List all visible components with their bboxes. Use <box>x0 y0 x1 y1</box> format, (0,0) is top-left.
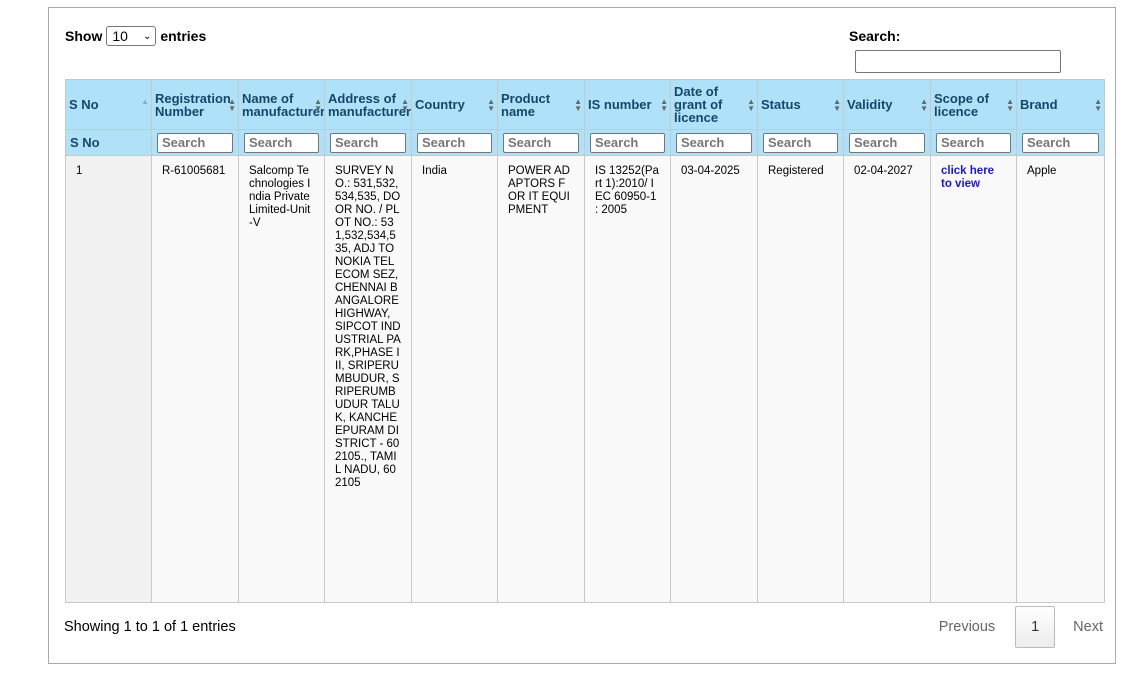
table-cell-address: SURVEY NO.: 531,532,534,535, DOOR NO. / … <box>324 155 412 603</box>
entries-select[interactable]: 10 ⌄ <box>106 26 157 46</box>
column-header[interactable]: Address of manufacturer ▲ ▼ <box>324 79 412 130</box>
column-header-label: Product name <box>501 90 551 119</box>
column-search-input[interactable]: Search <box>1022 132 1099 153</box>
sort-icon: ▲▼ <box>487 96 495 113</box>
table-info: Showing 1 to 1 of 1 entries <box>64 619 236 635</box>
column-header-label: Scope of licence <box>934 90 989 119</box>
column-search-input[interactable]: Search <box>157 132 233 153</box>
column-search-input[interactable]: Search <box>590 132 665 153</box>
column-header-label: Brand <box>1020 97 1058 112</box>
table-cell-reg-no: R-61005681 <box>151 155 239 603</box>
filter-cell: Search <box>1016 129 1105 156</box>
filter-cell: Search <box>411 129 498 156</box>
column-header[interactable]: Date of grant of licence ▲ ▼ <box>670 79 758 130</box>
sort-icon: ▲▼ <box>920 96 928 113</box>
column-header-label: Status <box>761 97 801 112</box>
column-header-label: Date of grant of licence <box>674 84 723 125</box>
column-header-label: Registration Number <box>155 90 231 119</box>
column-header-label: Country <box>415 97 465 112</box>
sort-icon: ▲▼ <box>747 96 755 113</box>
search-input[interactable] <box>855 50 1061 73</box>
table-cell-product: POWER ADAPTORS FOR IT EQUIPMENT <box>497 155 585 603</box>
table-cell-scope-link: click here to view <box>930 155 1017 603</box>
column-search-input[interactable]: Search <box>936 132 1011 153</box>
column-header-label: Name of manufacturer <box>242 90 325 119</box>
column-search-input[interactable]: Search <box>417 132 492 153</box>
filter-cell: Search <box>324 129 412 156</box>
filter-cell: Search <box>843 129 931 156</box>
column-header[interactable]: Status ▲ ▼ <box>757 79 844 130</box>
column-header[interactable]: S No ▲▼ <box>65 79 152 130</box>
filter-cell: Search <box>238 129 325 156</box>
table-cell-status: Registered <box>757 155 844 603</box>
sort-icon: ▲▼ <box>660 96 668 113</box>
table-cell-sno: 1 <box>65 155 152 603</box>
sort-icon: ▲▼ <box>401 96 409 113</box>
entries-label: entries <box>160 28 207 44</box>
search-label: Search: <box>849 28 901 44</box>
filter-label: S No <box>65 129 152 156</box>
column-header[interactable]: Country ▲ ▼ <box>411 79 498 130</box>
column-search-input[interactable]: Search <box>676 132 752 153</box>
column-header[interactable]: Product name ▲ ▼ <box>497 79 585 130</box>
sort-icon: ▲▼ <box>1006 96 1014 113</box>
table-cell-is-number: IS 13252(Part 1):2010/ IEC 60950-1 : 200… <box>584 155 671 603</box>
table-cell-validity: 02-04-2027 <box>843 155 931 603</box>
column-header-label: Validity <box>847 97 893 112</box>
column-header-label: Address of manufacturer <box>328 90 412 119</box>
column-header-label: S No <box>69 97 99 112</box>
filter-cell: Search <box>670 129 758 156</box>
chevron-down-icon: ⌄ <box>142 30 152 42</box>
column-search-input[interactable]: Search <box>244 132 319 153</box>
data-table: S No▲▼Registration Number▲▼Name of manuf… <box>65 79 1105 603</box>
table-cell-brand: Apple <box>1016 155 1105 603</box>
table-panel: Show 10 ⌄ entries Search: S No▲▼Registra… <box>48 7 1116 664</box>
column-header[interactable]: Validity ▲ ▼ <box>843 79 931 130</box>
length-control: Show 10 ⌄ entries <box>65 26 206 46</box>
sort-icon: ▲▼ <box>314 96 322 113</box>
pagination: Previous 1 Next <box>939 606 1103 648</box>
table-cell-manufacturer: Salcomp Technologies India Private Limit… <box>238 155 325 603</box>
table-row: 1 R-61005681 Salcomp Technologies India Pr… <box>65 155 1105 603</box>
entries-select-value: 10 <box>112 28 128 44</box>
table-cell-date-grant: 03-04-2025 <box>670 155 758 603</box>
sort-icon: ▲▼ <box>1094 96 1102 113</box>
column-header[interactable]: Registration Number ▲ ▼ <box>151 79 239 130</box>
sort-icon: ▲▼ <box>574 96 582 113</box>
column-search-input[interactable]: Search <box>849 132 925 153</box>
table-cell-country: India <box>411 155 498 603</box>
scope-of-licence-link[interactable]: click here to view <box>941 165 995 190</box>
filter-cell: Search <box>930 129 1017 156</box>
column-header[interactable]: Brand ▲ ▼ <box>1016 79 1105 130</box>
show-label: Show <box>65 28 103 44</box>
sort-icon: ▲▼ <box>141 96 149 106</box>
column-header[interactable]: Name of manufacturer ▲ ▼ <box>238 79 325 130</box>
filter-cell: Search <box>584 129 671 156</box>
column-header[interactable]: Scope of licence ▲ ▼ <box>930 79 1017 130</box>
previous-button[interactable]: Previous <box>938 619 996 635</box>
column-search-input[interactable]: Search <box>330 132 406 153</box>
column-search-input[interactable]: Search <box>763 132 838 153</box>
filter-cell: Search <box>151 129 239 156</box>
page-1-button[interactable]: 1 <box>1015 606 1056 648</box>
column-header[interactable]: IS number ▲ ▼ <box>584 79 671 130</box>
sort-icon: ▲▼ <box>228 96 236 113</box>
column-search-input[interactable]: Search <box>503 132 579 153</box>
sort-icon: ▲▼ <box>833 96 841 113</box>
filter-cell: Search <box>497 129 585 156</box>
next-button[interactable]: Next <box>1073 619 1103 635</box>
column-header-label: IS number <box>588 97 652 112</box>
filter-cell: Search <box>757 129 844 156</box>
